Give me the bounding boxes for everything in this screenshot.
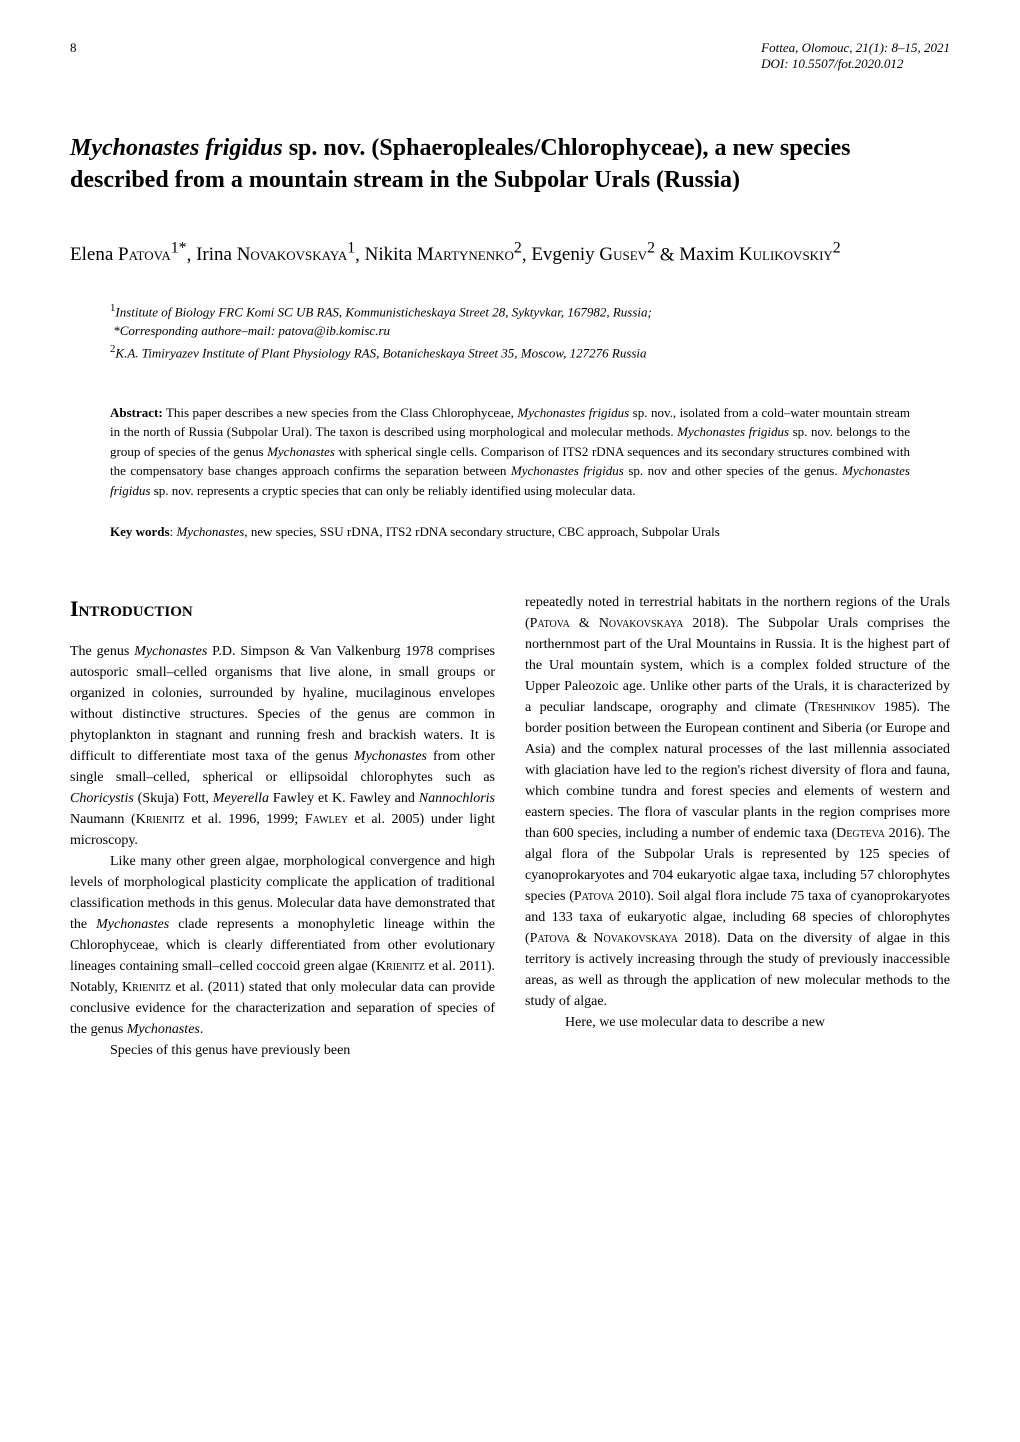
author: Elena Patova1* [70,244,187,265]
affiliation-1: 1Institute of Biology FRC Komi SC UB RAS… [110,300,950,322]
intro-paragraph-1: The genus Mychonastes P.D. Simpson & Van… [70,641,495,851]
affiliation-2: 2K.A. Timiryazev Institute of Plant Phys… [110,341,950,363]
intro-paragraph-2: Like many other green algae, morphologic… [70,851,495,1040]
author: Irina Novakovskaya1 [196,244,355,265]
intro-paragraph-4: Here, we use molecular data to describe … [525,1012,950,1033]
corresponding-author: *Corresponding authore–mail: patova@ib.k… [110,321,950,341]
author: Nikita Martynenko2 [365,244,522,265]
keywords: Key words: Mychonastes, new species, SSU… [110,522,910,542]
body-columns: Introduction The genus Mychonastes P.D. … [70,592,950,1061]
journal-doi: DOI: 10.5507/fot.2020.012 [761,56,950,72]
title-species-name: Mychonastes frigidus [70,135,283,161]
left-column: Introduction The genus Mychonastes P.D. … [70,592,495,1061]
intro-paragraph-3-cont: repeatedly noted in terrestrial habitats… [525,592,950,1012]
article-title: Mychonastes frigidus sp. nov. (Sphaeropl… [70,132,950,197]
affiliations: 1Institute of Biology FRC Komi SC UB RAS… [110,300,950,363]
journal-citation: Fottea, Olomouc, 21(1): 8–15, 2021 [761,40,950,56]
author: Evgeniy Gusev2 [531,244,655,265]
journal-info: Fottea, Olomouc, 21(1): 8–15, 2021 DOI: … [761,40,950,72]
page-number: 8 [70,40,77,72]
section-heading-introduction: Introduction [70,592,495,625]
right-column: repeatedly noted in terrestrial habitats… [525,592,950,1061]
abstract: Abstract: This paper describes a new spe… [110,403,910,501]
running-header: 8 Fottea, Olomouc, 21(1): 8–15, 2021 DOI… [70,40,950,72]
author: Maxim Kulikovskiy2 [679,244,840,265]
abstract-label: Abstract: [110,405,163,420]
intro-paragraph-3: Species of this genus have previously be… [70,1040,495,1061]
author-list: Elena Patova1*, Irina Novakovskaya1, Nik… [70,237,950,270]
keywords-label: Key words [110,524,170,539]
